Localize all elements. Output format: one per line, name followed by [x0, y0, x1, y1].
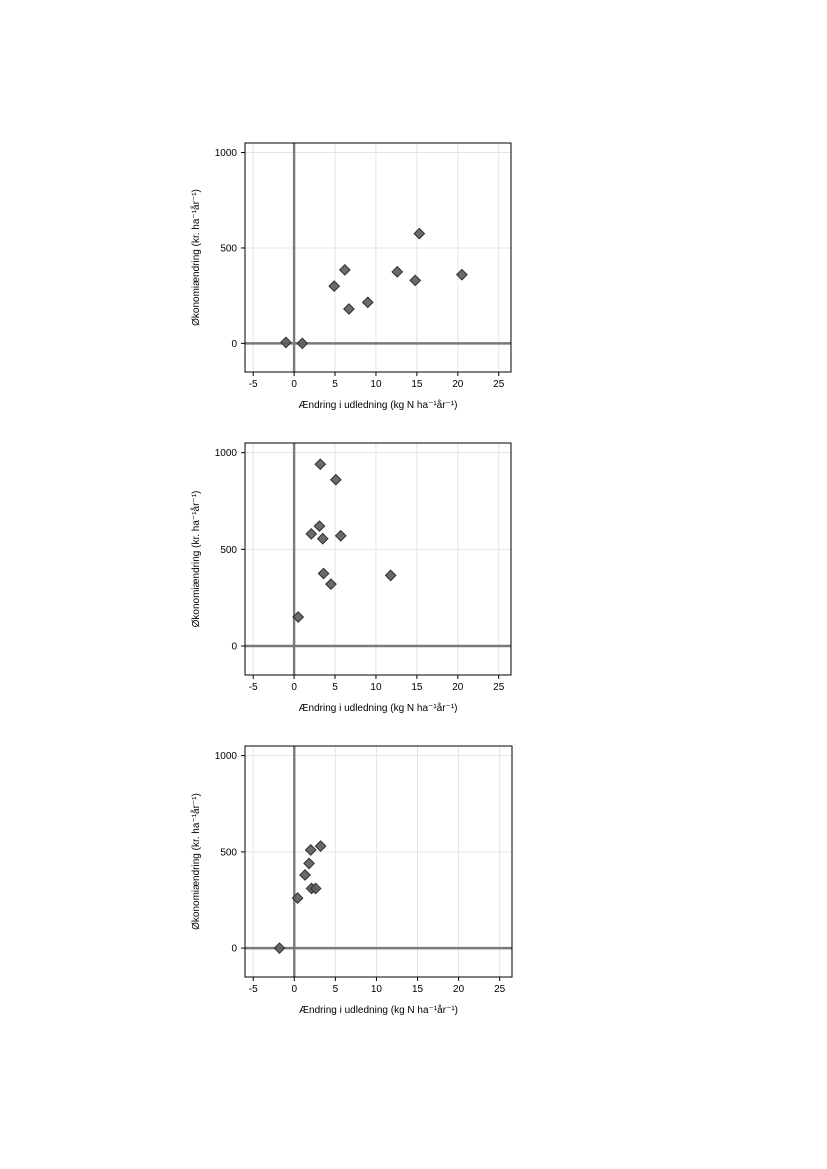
y-tick-label: 1000: [215, 751, 238, 762]
x-tick-label: -5: [249, 984, 258, 995]
y-tick-label: 0: [231, 642, 237, 653]
y-tick-label: 1000: [215, 448, 238, 459]
data-point: [299, 869, 311, 881]
plot-frame: [244, 142, 512, 373]
data-point: [273, 942, 286, 955]
x-tick-label: 0: [291, 682, 297, 693]
y-axis-title: Økonomiændring (kr. ha⁻¹år⁻¹): [190, 793, 202, 930]
x-axis-title: Ændring i udledning (kg N ha⁻¹år⁻¹): [299, 399, 458, 411]
y-axis-title: Økonomiændring (kr. ha⁻¹år⁻¹): [190, 491, 202, 628]
data-point: [329, 473, 342, 486]
data-point: [280, 336, 292, 349]
x-tick-label: 20: [452, 379, 464, 390]
x-tick-label: 15: [412, 984, 424, 995]
data-point: [291, 892, 304, 904]
x-tick-label: 10: [371, 984, 383, 995]
data-point: [338, 263, 351, 276]
data-point: [361, 296, 374, 309]
x-tick-label: 0: [291, 379, 297, 390]
x-axis-title: Ændring i udledning (kg N ha⁻¹år⁻¹): [299, 1004, 458, 1016]
data-point: [296, 337, 309, 350]
x-tick-label: 5: [333, 984, 339, 995]
x-tick-label: 15: [411, 379, 423, 390]
data-point: [325, 578, 337, 591]
data-point: [292, 611, 305, 623]
chart-panel-3: -5 0 5 10 15 20 25 0 500 1000 Ændring i udledning …: [190, 745, 513, 1016]
x-tick-label: -5: [249, 379, 258, 390]
x-tick-label: 25: [494, 984, 506, 995]
data-point: [313, 520, 326, 533]
data-point: [304, 844, 317, 856]
plot-frame: [244, 745, 513, 978]
x-tick-label: 15: [411, 682, 423, 693]
y-tick-label: 500: [220, 243, 237, 254]
data-point: [328, 280, 341, 293]
y-tick-label: 500: [220, 545, 237, 556]
data-point: [305, 527, 318, 540]
chart-panel-2: -5 0 5 10 15 20 25 0 500 1000 Ændring i udledning …: [190, 442, 512, 714]
x-tick-label: 25: [493, 379, 505, 390]
x-tick-label: -5: [249, 682, 258, 693]
y-tick-label: 500: [220, 847, 237, 858]
data-point: [384, 569, 397, 582]
x-tick-label: 0: [292, 984, 298, 995]
x-tick-label: 10: [370, 379, 382, 390]
chart-panel-1: -5 0 5 10 15 20 25 0 500 1000 Ændring i udledning …: [190, 142, 512, 411]
plot-frame: [244, 442, 512, 676]
data-point: [309, 882, 322, 895]
x-tick-label: 25: [493, 682, 505, 693]
data-point: [455, 268, 468, 281]
data-point: [391, 265, 404, 278]
y-tick-label: 0: [231, 339, 237, 350]
x-tick-label: 20: [452, 682, 464, 693]
y-tick-label: 0: [231, 944, 237, 955]
data-point: [317, 567, 330, 580]
data-point: [413, 227, 426, 240]
data-point: [409, 274, 422, 287]
x-tick-label: 5: [332, 379, 338, 390]
y-axis-title: Økonomiændring (kr. ha⁻¹år⁻¹): [190, 189, 202, 326]
data-point: [316, 532, 329, 545]
data-point: [343, 303, 355, 315]
y-tick-label: 1000: [215, 148, 238, 159]
data-point: [314, 458, 327, 471]
x-tick-label: 5: [332, 682, 338, 693]
x-tick-label: 20: [453, 984, 465, 995]
x-axis-title: Ændring i udledning (kg N ha⁻¹år⁻¹): [299, 702, 458, 714]
data-point: [314, 840, 327, 853]
x-tick-label: 10: [370, 682, 382, 693]
data-point: [303, 857, 315, 870]
data-point: [334, 529, 347, 542]
